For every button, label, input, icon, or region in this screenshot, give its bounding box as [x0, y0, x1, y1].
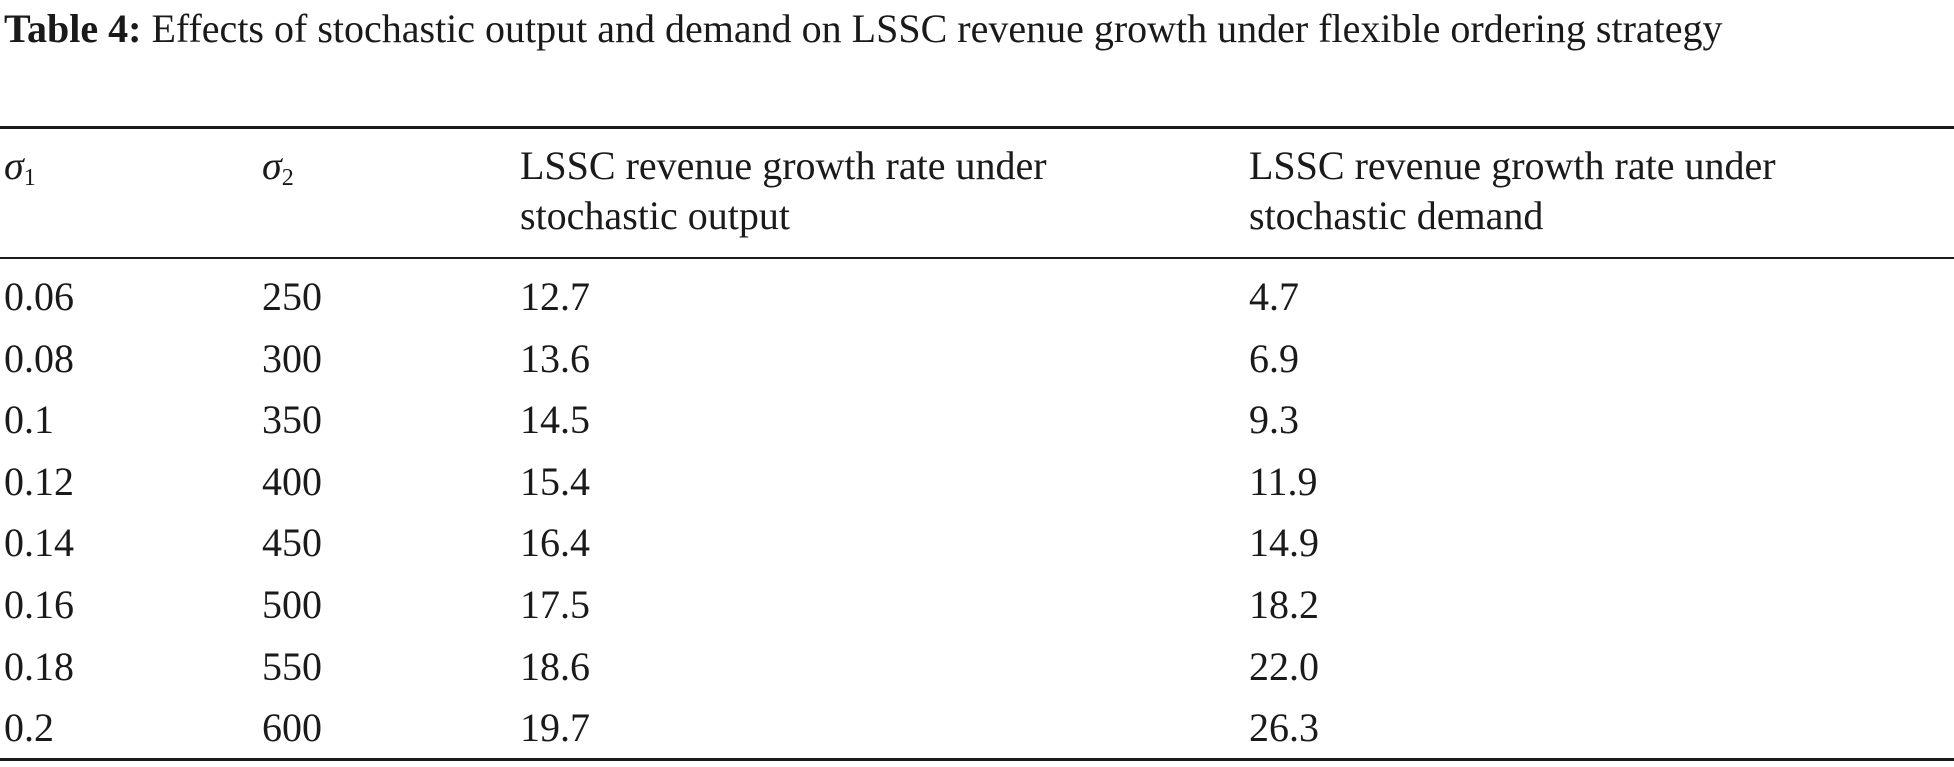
cell-sigma-2: 600: [262, 705, 322, 751]
cell-sigma-1: 0.12: [4, 458, 74, 504]
table-bottom-rule: [0, 758, 1954, 761]
cell-growth-demand: 14.9: [1249, 520, 1319, 566]
header-sigma-2: σ2: [262, 141, 294, 203]
sigma-symbol: σ: [4, 143, 24, 188]
cell-sigma-1: 0.16: [4, 581, 74, 627]
table-caption-label: Table 4:: [4, 6, 142, 51]
table-row: 0.1 350 14.5 9.3: [0, 393, 1954, 455]
table-row: 0.06 250 12.7 4.7: [0, 270, 1954, 332]
cell-growth-output: 17.5: [520, 581, 590, 627]
header-growth-output: LSSC revenue growth rate under stochasti…: [520, 143, 1047, 238]
table-header-row: σ1 σ2 LSSC revenue growth rate under sto…: [0, 141, 1954, 251]
cell-growth-demand: 11.9: [1249, 458, 1318, 504]
cell-growth-demand: 26.3: [1249, 705, 1319, 751]
table-row: 0.08 300 13.6 6.9: [0, 332, 1954, 394]
cell-sigma-2: 550: [262, 643, 322, 689]
sigma-symbol: σ: [262, 143, 282, 188]
cell-growth-output: 13.6: [520, 335, 590, 381]
cell-sigma-2: 300: [262, 335, 322, 381]
cell-sigma-2: 350: [262, 397, 322, 443]
sigma-subscript: 1: [23, 165, 36, 191]
cell-growth-output: 19.7: [520, 705, 590, 751]
table-top-rule: [0, 126, 1954, 129]
table-body: 0.06 250 12.7 4.7 0.08 300 13.6 6.9 0.1 …: [0, 270, 1954, 763]
cell-sigma-1: 0.1: [4, 397, 54, 443]
header-growth-demand: LSSC revenue growth rate under stochasti…: [1249, 143, 1776, 238]
cell-sigma-1: 0.06: [4, 274, 74, 319]
table-caption: Table 4: Effects of stochastic output an…: [4, 4, 1950, 54]
cell-growth-output: 15.4: [520, 458, 590, 504]
cell-growth-output: 14.5: [520, 397, 590, 443]
cell-sigma-2: 400: [262, 458, 322, 504]
cell-sigma-1: 0.14: [4, 520, 74, 566]
cell-growth-demand: 22.0: [1249, 643, 1319, 689]
cell-sigma-2: 450: [262, 520, 322, 566]
cell-growth-output: 12.7: [520, 274, 590, 319]
cell-growth-demand: 9.3: [1249, 397, 1299, 443]
cell-sigma-1: 0.18: [4, 643, 74, 689]
table-row: 0.12 400 15.4 11.9: [0, 455, 1954, 517]
cell-sigma-2: 500: [262, 581, 322, 627]
cell-sigma-1: 0.2: [4, 705, 54, 751]
cell-growth-demand: 6.9: [1249, 335, 1299, 381]
sigma-subscript: 2: [281, 165, 294, 191]
cell-sigma-2: 250: [262, 274, 322, 319]
cell-growth-demand: 18.2: [1249, 581, 1319, 627]
table-row: 0.16 500 17.5 18.2: [0, 578, 1954, 640]
table-row: 0.14 450 16.4 14.9: [0, 516, 1954, 578]
cell-growth-output: 16.4: [520, 520, 590, 566]
table-row: 0.18 550 18.6 22.0: [0, 640, 1954, 702]
cell-sigma-1: 0.08: [4, 335, 74, 381]
table-caption-text: Effects of stochastic output and demand …: [141, 6, 1723, 51]
table-row: 0.2 600 19.7 26.3: [0, 701, 1954, 763]
table-header-rule: [0, 257, 1954, 259]
cell-growth-demand: 4.7: [1249, 274, 1299, 319]
header-sigma-1: σ1: [4, 141, 36, 203]
cell-growth-output: 18.6: [520, 643, 590, 689]
